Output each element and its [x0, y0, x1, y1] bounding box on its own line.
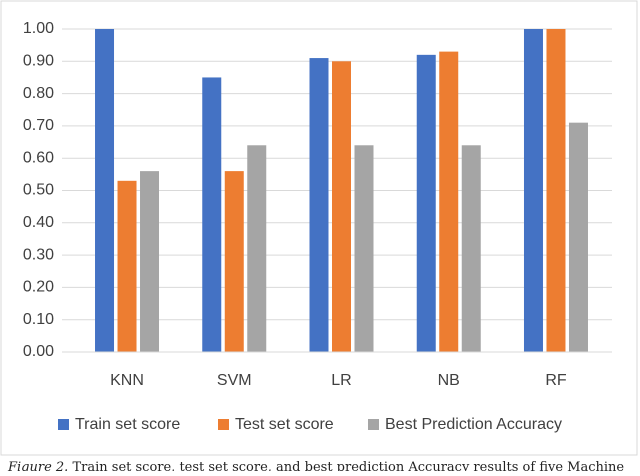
caption-label: Figure 2.: [7, 460, 68, 472]
bar: [416, 54, 436, 353]
legend-swatch: [218, 419, 229, 430]
bar: [247, 145, 267, 352]
bar: [117, 180, 137, 352]
legend-label: Best Prediction Accuracy: [385, 416, 562, 433]
legend-label: Train set score: [75, 416, 180, 433]
legend-label: Test set score: [235, 416, 334, 433]
bar: [140, 171, 160, 352]
caption: Figure 2. Train set score, test set scor…: [7, 460, 624, 472]
y-tick-label: 0.70: [23, 117, 54, 134]
y-tick-label: 0.90: [23, 53, 54, 70]
legend-swatch: [58, 419, 69, 430]
caption-text: Train set score, test set score, and bes…: [72, 460, 624, 472]
x-tick-label: SVM: [217, 372, 252, 389]
bar: [461, 145, 481, 352]
bar: [202, 77, 222, 352]
bar: [568, 122, 588, 352]
bar: [439, 51, 459, 353]
y-tick-label: 0.60: [23, 149, 54, 166]
y-tick-label: 1.00: [23, 20, 54, 37]
x-tick-label: RF: [545, 372, 567, 389]
legend-swatch: [368, 419, 379, 430]
y-tick-label: 0.40: [23, 214, 54, 231]
x-tick-label: LR: [331, 372, 351, 389]
bar: [309, 58, 329, 352]
bar: [354, 145, 374, 352]
y-tick-label: 0.20: [23, 279, 54, 296]
bar: [546, 29, 566, 352]
x-tick-label: NB: [438, 372, 460, 389]
y-tick-label: 0.50: [23, 182, 54, 199]
x-tick-label: KNN: [110, 372, 144, 389]
bar: [95, 29, 115, 352]
y-tick-label: 0.00: [23, 343, 54, 360]
bar: [332, 61, 351, 353]
bar: [523, 29, 543, 352]
bar: [224, 171, 244, 352]
y-tick-label: 0.80: [23, 85, 54, 102]
y-tick-label: 0.10: [23, 311, 54, 328]
y-tick-label: 0.30: [23, 246, 54, 263]
